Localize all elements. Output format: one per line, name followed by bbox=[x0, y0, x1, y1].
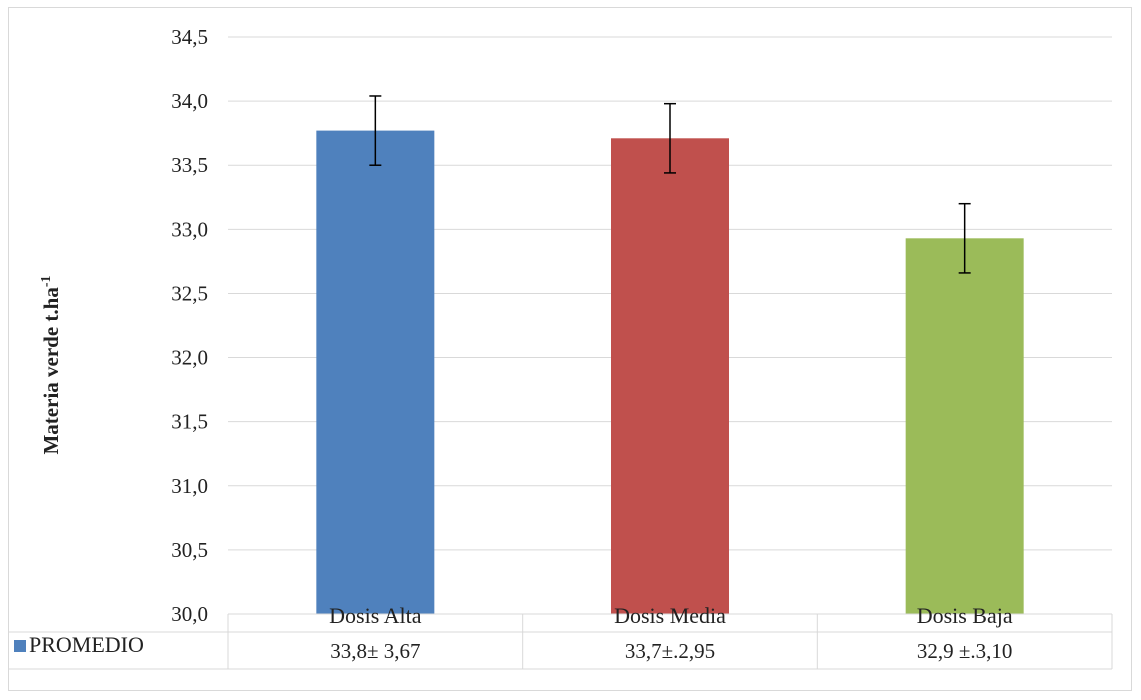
y-tick-label: 30,5 bbox=[171, 538, 208, 562]
y-tick-label: 33,0 bbox=[171, 217, 208, 241]
category-label: Dosis Baja bbox=[917, 603, 1013, 628]
data-table: Dosis Alta 33,8± 3,67 Dosis Media 33,7±.2,9… bbox=[9, 603, 1113, 670]
y-tick-label: 31,5 bbox=[171, 410, 208, 434]
y-tick-label: 32,0 bbox=[171, 346, 208, 370]
y-tick-label: 32,5 bbox=[171, 281, 208, 305]
y-tick-label: 31,0 bbox=[171, 474, 208, 498]
y-tick-label: 34,0 bbox=[171, 89, 208, 113]
y-axis-ticks: 30,0 30,5 31,0 31,5 32,0 32,5 33,0 33,5 34,0 34,5 bbox=[171, 25, 208, 626]
data-table-value: 33,8± 3,67 bbox=[330, 639, 420, 663]
y-tick-label: 30,0 bbox=[171, 602, 208, 626]
bar bbox=[316, 130, 435, 614]
legend-label: PROMEDIO bbox=[29, 632, 144, 657]
bars bbox=[316, 130, 1024, 614]
bar bbox=[611, 138, 729, 614]
category-label: Dosis Alta bbox=[329, 603, 422, 628]
chart-frame bbox=[8, 7, 1132, 691]
y-axis-label-text: Materia verde t.ha bbox=[39, 287, 63, 455]
y-tick-label: 33,5 bbox=[171, 153, 208, 177]
category-label: Dosis Media bbox=[614, 603, 726, 628]
y-tick-label: 34,5 bbox=[171, 25, 208, 49]
bar bbox=[905, 238, 1024, 614]
data-table-value: 33,7±.2,95 bbox=[625, 639, 715, 663]
data-table-value: 32,9 ±.3,10 bbox=[917, 639, 1013, 663]
legend-swatch bbox=[14, 640, 26, 652]
y-axis-label: Materia verde t.ha-1 bbox=[39, 275, 63, 454]
y-axis-label-superscript: -1 bbox=[39, 275, 54, 287]
error-bars bbox=[369, 95, 971, 274]
